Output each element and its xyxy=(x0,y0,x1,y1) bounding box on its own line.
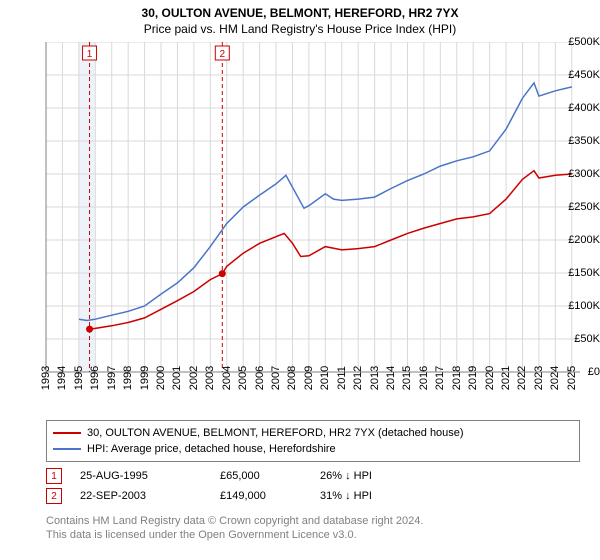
x-tick-label: 2003 xyxy=(204,366,216,390)
x-tick-label: 1993 xyxy=(40,366,52,390)
y-tick-label: £300K xyxy=(558,168,600,180)
x-tick-label: 2025 xyxy=(566,366,578,390)
svg-text:1: 1 xyxy=(87,49,93,60)
legend-label: HPI: Average price, detached house, Here… xyxy=(87,441,336,457)
legend-swatch xyxy=(53,432,81,434)
x-tick-label: 2020 xyxy=(484,366,496,390)
y-tick-label: £50K xyxy=(558,333,600,345)
x-tick-label: 2024 xyxy=(549,366,561,390)
x-tick-label: 2011 xyxy=(336,366,348,390)
svg-text:2: 2 xyxy=(220,49,226,60)
x-tick-label: 2008 xyxy=(286,366,298,390)
legend-label: 30, OULTON AVENUE, BELMONT, HEREFORD, HR… xyxy=(87,425,464,441)
x-tick-label: 2013 xyxy=(369,366,381,390)
marker-row: 1 25-AUG-1995£65,00026% ↓ HPI xyxy=(46,466,440,486)
attribution-line1: Contains HM Land Registry data © Crown c… xyxy=(46,514,423,528)
marker-pct: 31% ↓ HPI xyxy=(320,490,440,502)
x-tick-label: 2009 xyxy=(303,366,315,390)
y-tick-label: £350K xyxy=(558,135,600,147)
chart-area: 12 £0£50K£100K£150K£200K£250K£300K£350K£… xyxy=(0,42,600,412)
y-tick-label: £500K xyxy=(558,36,600,48)
marker-badge: 1 xyxy=(46,468,62,484)
x-tick-label: 2007 xyxy=(270,366,282,390)
legend-row: 30, OULTON AVENUE, BELMONT, HEREFORD, HR… xyxy=(53,425,573,441)
x-tick-label: 2014 xyxy=(385,366,397,390)
x-tick-label: 2019 xyxy=(467,366,479,390)
x-tick-label: 2018 xyxy=(451,366,463,390)
x-tick-label: 2017 xyxy=(434,366,446,390)
y-tick-label: £200K xyxy=(558,234,600,246)
legend-swatch xyxy=(53,448,81,450)
x-tick-label: 2001 xyxy=(171,366,183,390)
chart-titles: 30, OULTON AVENUE, BELMONT, HEREFORD, HR… xyxy=(0,0,600,36)
line-chart-svg: 12 xyxy=(0,42,600,412)
x-tick-label: 2006 xyxy=(254,366,266,390)
marker-pct: 26% ↓ HPI xyxy=(320,470,440,482)
x-tick-label: 2023 xyxy=(533,366,545,390)
y-tick-label: £450K xyxy=(558,69,600,81)
x-tick-label: 2015 xyxy=(401,366,413,390)
marker-date: 25-AUG-1995 xyxy=(80,470,220,482)
attribution-line2: This data is licensed under the Open Gov… xyxy=(46,528,423,542)
y-tick-label: £250K xyxy=(558,201,600,213)
marker-date: 22-SEP-2003 xyxy=(80,490,220,502)
x-tick-label: 1999 xyxy=(139,366,151,390)
x-tick-label: 1996 xyxy=(89,366,101,390)
x-tick-label: 2010 xyxy=(319,366,331,390)
y-tick-label: £150K xyxy=(558,267,600,279)
marker-row: 2 22-SEP-2003£149,00031% ↓ HPI xyxy=(46,486,440,506)
x-tick-label: 1994 xyxy=(56,366,68,390)
x-tick-label: 1995 xyxy=(73,366,85,390)
x-tick-label: 2016 xyxy=(418,366,430,390)
x-tick-label: 2000 xyxy=(155,366,167,390)
x-tick-label: 2005 xyxy=(237,366,249,390)
x-tick-label: 2012 xyxy=(352,366,364,390)
chart-title-main: 30, OULTON AVENUE, BELMONT, HEREFORD, HR… xyxy=(0,6,600,20)
legend: 30, OULTON AVENUE, BELMONT, HEREFORD, HR… xyxy=(46,420,580,462)
y-tick-label: £100K xyxy=(558,300,600,312)
y-tick-label: £0 xyxy=(558,366,600,378)
x-tick-label: 1997 xyxy=(106,366,118,390)
marker-price: £149,000 xyxy=(220,490,320,502)
chart-title-sub: Price paid vs. HM Land Registry's House … xyxy=(0,22,600,36)
legend-row: HPI: Average price, detached house, Here… xyxy=(53,441,573,457)
x-tick-label: 2002 xyxy=(188,366,200,390)
marker-price: £65,000 xyxy=(220,470,320,482)
x-tick-label: 2021 xyxy=(500,366,512,390)
x-tick-label: 2004 xyxy=(221,366,233,390)
y-tick-label: £400K xyxy=(558,102,600,114)
x-tick-label: 2022 xyxy=(516,366,528,390)
marker-badge: 2 xyxy=(46,488,62,504)
x-tick-label: 1998 xyxy=(122,366,134,390)
attribution: Contains HM Land Registry data © Crown c… xyxy=(46,514,423,542)
marker-table: 1 25-AUG-1995£65,00026% ↓ HPI 2 22-SEP-2003… xyxy=(46,466,440,506)
